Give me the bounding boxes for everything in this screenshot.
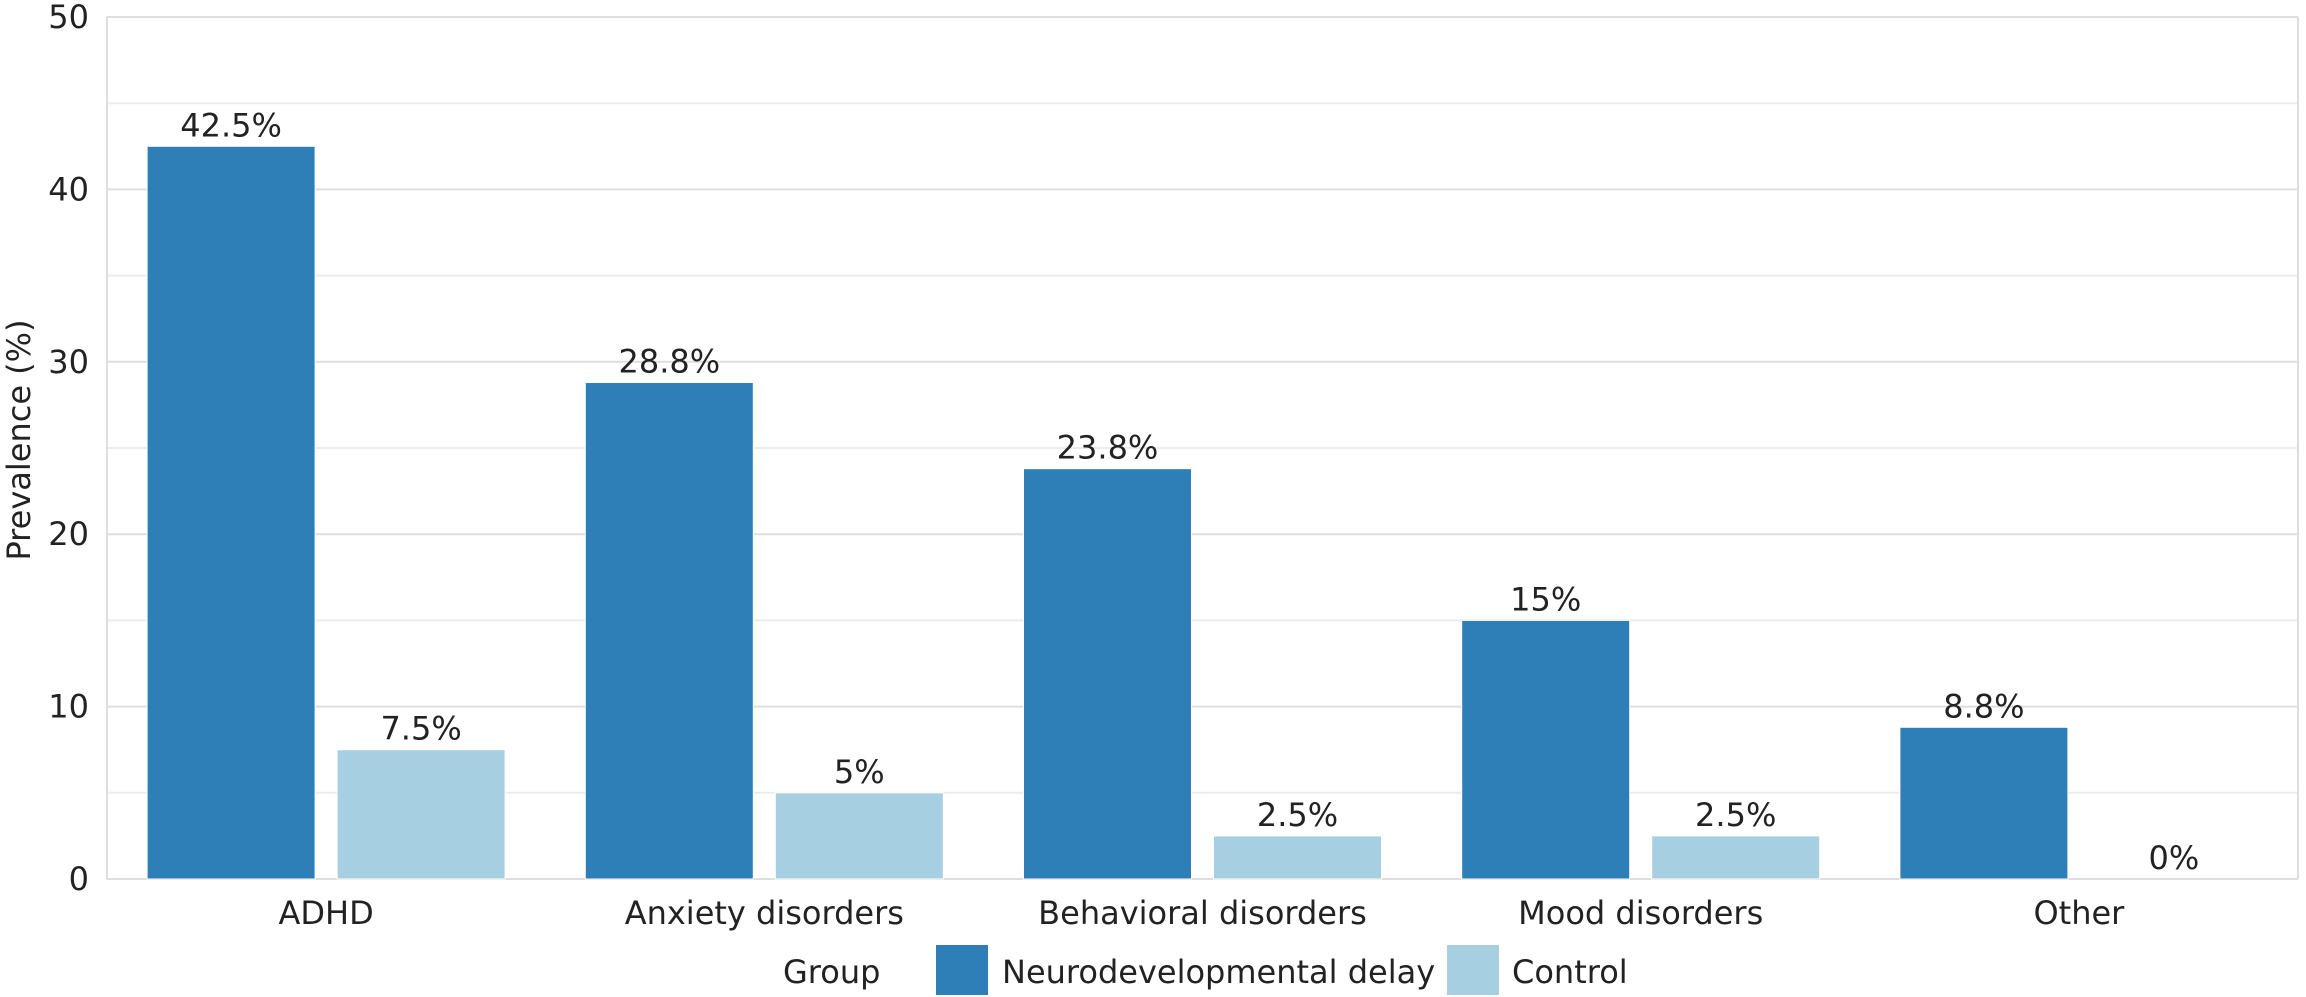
axes: 0 10 20 30 40 50 ADHD Anxiety disorders Behavior…: [48, 0, 2299, 932]
bar: [584, 381, 754, 880]
data-label: 28.8%: [618, 342, 720, 380]
bar: [146, 145, 316, 880]
legend-swatch: [1447, 945, 1499, 995]
x-tick-label: Other: [2033, 894, 2125, 932]
x-tick-label: Mood disorders: [1518, 894, 1763, 932]
data-label: 5%: [834, 753, 885, 791]
y-tick-label: 40: [48, 170, 89, 208]
legend: Group Neurodevelopmental delay Control: [783, 945, 1628, 995]
y-tick-label: 50: [48, 0, 89, 36]
x-tick-label: ADHD: [278, 894, 373, 932]
y-tick-label: 30: [48, 343, 89, 381]
bar: [1023, 468, 1192, 880]
data-label: 15%: [1510, 580, 1581, 618]
data-label: 8.8%: [1943, 687, 2024, 725]
bar: [336, 749, 506, 880]
bar: [1899, 726, 2069, 880]
bar: [1461, 619, 1631, 880]
data-label: 7.5%: [380, 710, 461, 748]
y-tick-label: 20: [48, 515, 89, 553]
data-label: 2.5%: [1257, 796, 1338, 834]
data-label: 0%: [2149, 839, 2200, 877]
x-tick-label: Behavioral disorders: [1038, 894, 1367, 932]
legend-title: Group: [783, 953, 880, 991]
data-label: 2.5%: [1695, 796, 1776, 834]
y-tick-label: 0: [69, 860, 89, 898]
bar: [774, 792, 944, 880]
y-tick-label: 10: [48, 688, 89, 726]
y-axis-title: Prevalence (%): [0, 319, 38, 560]
data-label: 23.8%: [1057, 429, 1159, 467]
legend-label: Control: [1512, 953, 1628, 991]
legend-label: Neurodevelopmental delay: [1002, 953, 1435, 991]
data-label: 42.5%: [180, 106, 282, 144]
bar: [1213, 835, 1382, 880]
x-tick-label: Anxiety disorders: [625, 894, 904, 932]
bar: [1651, 835, 1821, 880]
data-labels: 42.5% 7.5% 28.8% 5% 23.8% 2.5% 15% 2.5% 8.8% 0%: [180, 106, 2199, 877]
bars: [146, 145, 2069, 880]
legend-swatch: [936, 945, 988, 995]
